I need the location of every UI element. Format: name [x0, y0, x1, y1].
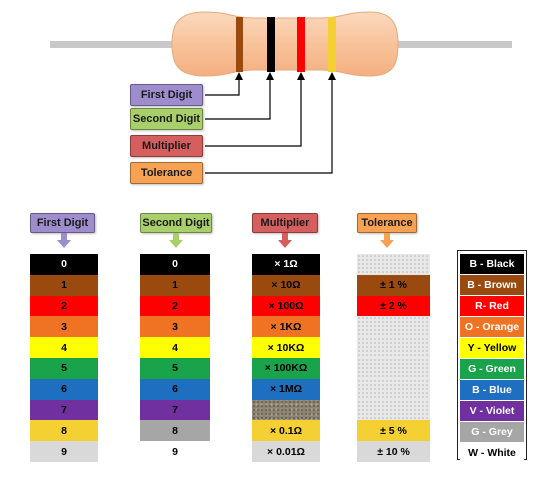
resistor-lead-left	[50, 41, 180, 48]
resistor-body	[172, 12, 398, 76]
header-tolerance: Tolerance	[357, 213, 417, 233]
label-multiplier: Multiplier	[130, 135, 203, 157]
arrow-first-digit	[235, 72, 243, 80]
multiplier-cell: × 100Ω	[252, 296, 320, 317]
band-second-digit	[267, 17, 275, 72]
multiplier-cell: × 10Ω	[252, 275, 320, 296]
tolerance-cell: ± 5 %	[357, 420, 430, 441]
first-digit-cell: 3	[30, 316, 98, 337]
tolerance-cell	[357, 358, 430, 379]
connector-second-digit	[205, 76, 270, 119]
second-digit-column: 0 1 2 3 4 5 6 7 8 9	[140, 254, 210, 462]
header-arrow-stem-second	[173, 233, 179, 240]
tolerance-cell: ± 10 %	[357, 441, 430, 462]
multiplier-cell	[252, 400, 320, 421]
header-arrow-stem-first	[61, 233, 67, 240]
first-digit-column: 0 1 2 3 4 5 6 7 8 9	[30, 254, 98, 462]
second-digit-cell: 6	[140, 379, 210, 400]
connector-tolerance	[205, 76, 332, 173]
first-digit-cell: 2	[30, 296, 98, 317]
legend-item-orange: O - Orange	[460, 317, 524, 337]
connector-multiplier	[205, 76, 301, 146]
down-arrow-icon	[169, 240, 183, 248]
tolerance-column: ± 1 % ± 2 % ± 5 % ± 10 %	[357, 254, 430, 462]
first-digit-cell: 5	[30, 358, 98, 379]
band-multiplier	[297, 17, 305, 72]
tolerance-cell: ± 2 %	[357, 296, 430, 317]
label-second-digit: Second Digit	[130, 108, 203, 130]
multiplier-cell: × 0.01Ω	[252, 441, 320, 462]
first-digit-cell: 6	[30, 379, 98, 400]
arrow-tolerance	[328, 72, 336, 80]
label-first-digit: First Digit	[130, 84, 203, 106]
legend-item-red: R- Red	[460, 296, 524, 316]
header-second-digit: Second Digit	[140, 213, 212, 233]
band-tolerance	[328, 17, 336, 72]
second-digit-cell: 9	[140, 441, 210, 462]
label-tolerance: Tolerance	[130, 162, 203, 184]
multiplier-cell: × 10KΩ	[252, 337, 320, 358]
second-digit-cell: 8	[140, 420, 210, 441]
second-digit-cell: 0	[140, 254, 210, 275]
second-digit-cell: 1	[140, 275, 210, 296]
tolerance-cell	[357, 379, 430, 400]
down-arrow-icon	[380, 240, 394, 248]
down-arrow-icon	[278, 240, 292, 248]
legend-item-grey: G - Grey	[460, 422, 524, 442]
multiplier-cell: × 1KΩ	[252, 316, 320, 337]
tolerance-cell: ± 1 %	[357, 275, 430, 296]
color-legend: B - Black B - Brown R- Red O - Orange Y …	[457, 250, 527, 460]
resistor-diagram	[0, 0, 560, 200]
legend-item-white: W - White	[460, 443, 524, 463]
multiplier-cell: × 1MΩ	[252, 379, 320, 400]
second-digit-cell: 7	[140, 400, 210, 421]
legend-item-black: B - Black	[460, 254, 524, 274]
arrow-second-digit	[266, 72, 274, 80]
multiplier-cell: × 1Ω	[252, 254, 320, 275]
header-arrow-stem-multiplier	[282, 233, 288, 240]
legend-item-brown: B - Brown	[460, 275, 524, 295]
second-digit-cell: 3	[140, 316, 210, 337]
first-digit-cell: 4	[30, 337, 98, 358]
first-digit-cell: 7	[30, 400, 98, 421]
multiplier-cell: × 100KΩ	[252, 358, 320, 379]
header-multiplier: Multiplier	[252, 213, 318, 233]
tolerance-cell	[357, 316, 430, 337]
first-digit-cell: 9	[30, 441, 98, 462]
multiplier-column: × 1Ω × 10Ω × 100Ω × 1KΩ × 10KΩ × 100KΩ ×…	[252, 254, 320, 462]
band-first-digit	[236, 17, 243, 72]
legend-item-yellow: Y - Yellow	[460, 338, 524, 358]
second-digit-cell: 5	[140, 358, 210, 379]
legend-item-green: G - Green	[460, 359, 524, 379]
first-digit-cell: 1	[30, 275, 98, 296]
tolerance-cell	[357, 254, 430, 275]
legend-item-blue: B - Blue	[460, 380, 524, 400]
first-digit-cell: 0	[30, 254, 98, 275]
down-arrow-icon	[57, 240, 71, 248]
header-first-digit: First Digit	[30, 213, 95, 233]
resistor-lead-right	[380, 41, 512, 48]
header-arrow-stem-tolerance	[384, 233, 390, 240]
first-digit-cell: 8	[30, 420, 98, 441]
connector-first-digit	[205, 76, 239, 95]
tolerance-cell	[357, 337, 430, 358]
arrow-multiplier	[297, 72, 305, 80]
second-digit-cell: 2	[140, 296, 210, 317]
tolerance-cell	[357, 400, 430, 421]
multiplier-cell: × 0.1Ω	[252, 420, 320, 441]
legend-item-violet: V - Violet	[460, 401, 524, 421]
second-digit-cell: 4	[140, 337, 210, 358]
